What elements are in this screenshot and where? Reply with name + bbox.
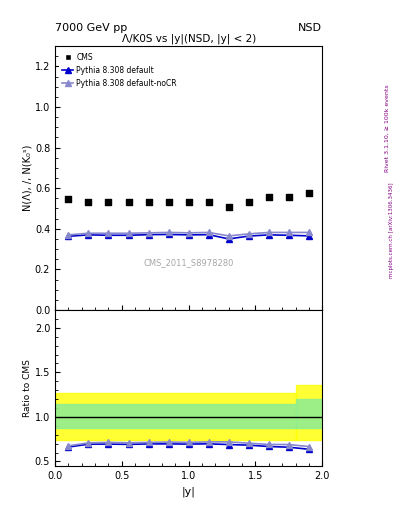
CMS <box>266 193 272 201</box>
Pythia 8.308 default-noCR <box>206 229 211 236</box>
Pythia 8.308 default <box>266 232 271 238</box>
Pythia 8.308 default <box>166 231 171 238</box>
CMS <box>206 198 212 206</box>
Pythia 8.308 default <box>246 233 251 239</box>
Text: Rivet 3.1.10, ≥ 100k events: Rivet 3.1.10, ≥ 100k events <box>385 84 389 172</box>
Line: Pythia 8.308 default: Pythia 8.308 default <box>66 232 312 242</box>
Pythia 8.308 default <box>86 232 91 238</box>
Pythia 8.308 default <box>206 231 211 238</box>
CMS <box>306 189 312 197</box>
CMS <box>85 198 92 206</box>
Title: Λ/K0S vs |y|(NSD, |y| < 2): Λ/K0S vs |y|(NSD, |y| < 2) <box>121 34 256 45</box>
CMS <box>65 195 72 203</box>
Pythia 8.308 default-noCR <box>166 229 171 236</box>
Pythia 8.308 default <box>106 232 111 239</box>
Pythia 8.308 default <box>286 232 291 239</box>
Legend: CMS, Pythia 8.308 default, Pythia 8.308 default-noCR: CMS, Pythia 8.308 default, Pythia 8.308 … <box>59 50 180 91</box>
Pythia 8.308 default-noCR <box>266 229 271 236</box>
Text: 7000 GeV pp: 7000 GeV pp <box>55 23 127 33</box>
CMS <box>185 198 192 206</box>
Y-axis label: Ratio to CMS: Ratio to CMS <box>23 359 32 417</box>
Y-axis label: N(Λ), /, N(K₀ˢ): N(Λ), /, N(K₀ˢ) <box>22 145 32 211</box>
Text: mcplots.cern.ch [arXiv:1306.3436]: mcplots.cern.ch [arXiv:1306.3436] <box>389 183 393 278</box>
CMS <box>165 198 172 206</box>
X-axis label: |y|: |y| <box>182 486 196 497</box>
Pythia 8.308 default-noCR <box>226 233 231 239</box>
Pythia 8.308 default <box>66 233 71 240</box>
Pythia 8.308 default <box>146 231 151 238</box>
Pythia 8.308 default-noCR <box>66 232 71 238</box>
CMS <box>145 198 152 206</box>
CMS <box>246 198 252 206</box>
Pythia 8.308 default <box>186 232 191 238</box>
CMS <box>226 203 232 211</box>
CMS <box>125 198 132 206</box>
Pythia 8.308 default <box>226 236 231 242</box>
CMS <box>286 193 292 201</box>
Pythia 8.308 default-noCR <box>86 230 91 237</box>
Pythia 8.308 default-noCR <box>146 230 151 236</box>
Text: CMS_2011_S8978280: CMS_2011_S8978280 <box>143 258 234 267</box>
Pythia 8.308 default-noCR <box>106 230 111 237</box>
CMS <box>105 198 112 206</box>
Pythia 8.308 default-noCR <box>126 230 131 237</box>
Line: Pythia 8.308 default-noCR: Pythia 8.308 default-noCR <box>66 230 312 239</box>
Pythia 8.308 default <box>126 232 131 239</box>
Pythia 8.308 default-noCR <box>246 231 251 237</box>
Pythia 8.308 default-noCR <box>286 229 291 236</box>
Pythia 8.308 default-noCR <box>186 230 191 236</box>
Pythia 8.308 default-noCR <box>307 229 311 236</box>
Text: NSD: NSD <box>298 23 322 33</box>
Pythia 8.308 default <box>307 233 311 239</box>
